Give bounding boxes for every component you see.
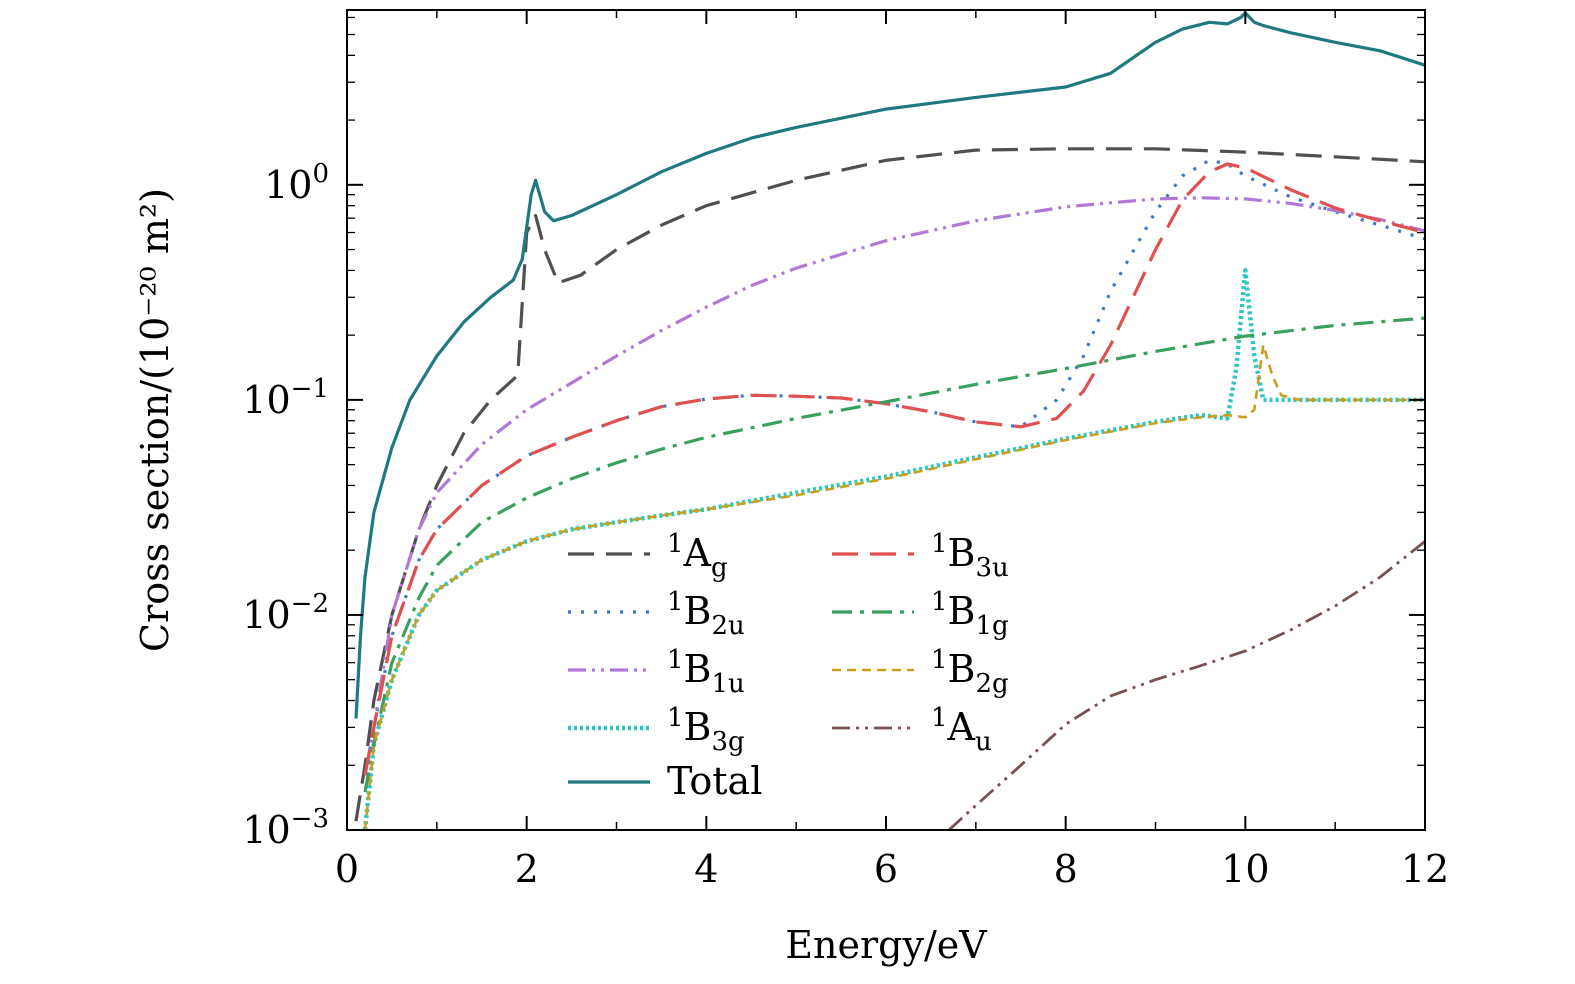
legend-label-8: Total bbox=[667, 759, 762, 803]
x-tick-label-2: 4 bbox=[694, 847, 718, 891]
y-tick-label-2: 10−1 bbox=[242, 374, 329, 422]
series-layer bbox=[354, 11, 1425, 830]
legend-label-7: 1Au bbox=[931, 703, 992, 757]
legend-label-1: 1B2u bbox=[667, 587, 745, 641]
y-axis-label: Cross section/(10⁻²⁰ m²) bbox=[133, 188, 177, 652]
y-tick-label-3: 100 bbox=[264, 159, 329, 207]
series-line-0 bbox=[354, 147, 1425, 822]
series-line-6 bbox=[363, 343, 1425, 830]
x-tick-label-4: 8 bbox=[1054, 847, 1078, 891]
series-line-4 bbox=[363, 162, 1425, 776]
x-tick-label-5: 10 bbox=[1221, 847, 1269, 891]
legend-label-3: 1B3g bbox=[667, 703, 745, 757]
series-line-5 bbox=[363, 316, 1425, 793]
legend-label-4: 1B3u bbox=[931, 529, 1009, 583]
series-line-2 bbox=[363, 196, 1425, 776]
x-axis-label: Energy/eV bbox=[785, 923, 987, 967]
legend-label-0: 1Ag bbox=[667, 529, 728, 583]
legend-label-6: 1B2g bbox=[931, 645, 1009, 699]
series-line-7 bbox=[947, 540, 1425, 830]
y-tick-label-1: 10−2 bbox=[242, 589, 329, 637]
x-tick-label-1: 2 bbox=[515, 847, 539, 891]
legend-label-5: 1B1g bbox=[931, 587, 1009, 641]
plot-frame bbox=[346, 9, 1426, 831]
ticks-layer: 0 2 4 6 8 10 12 10−3 10−2 10−1 100 bbox=[242, 10, 1449, 891]
x-tick-label-0: 0 bbox=[335, 847, 359, 891]
legend-label-2: 1B1u bbox=[667, 645, 745, 699]
y-tick-label-0: 10−3 bbox=[242, 804, 329, 852]
x-tick-label-3: 6 bbox=[874, 847, 898, 891]
x-tick-label-6: 12 bbox=[1401, 847, 1449, 891]
